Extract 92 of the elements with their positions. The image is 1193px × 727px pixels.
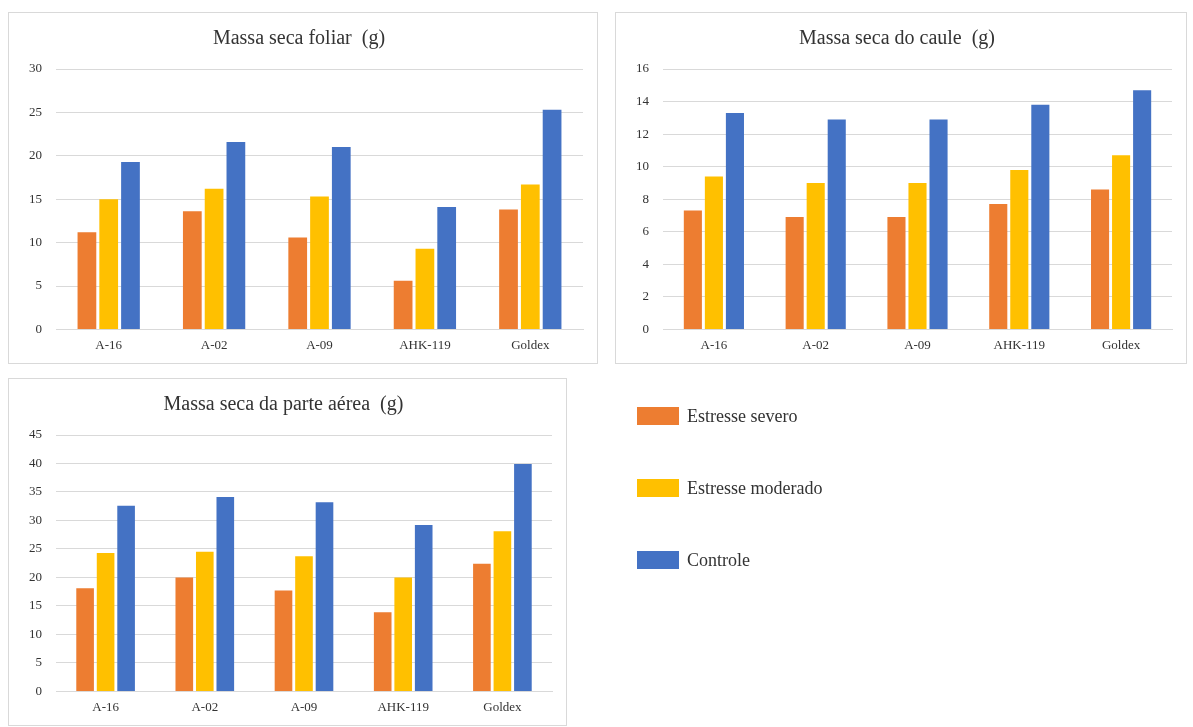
x-tick-label: A-09 — [290, 698, 318, 714]
bar — [1091, 189, 1110, 329]
bar — [415, 248, 435, 329]
y-tick-label: 30 — [29, 511, 42, 527]
y-tick-label: 16 — [636, 60, 650, 76]
y-tick-label: 5 — [35, 654, 42, 670]
bar — [437, 207, 457, 329]
bar — [520, 184, 540, 329]
y-tick-label: 8 — [642, 190, 649, 206]
y-tick-label: 12 — [636, 125, 649, 141]
x-tick-label: Goldex — [1101, 336, 1141, 352]
bar — [1031, 104, 1050, 329]
chart-title: Massa seca da parte aérea (g) — [163, 392, 404, 416]
bar — [99, 199, 119, 329]
bar — [288, 237, 308, 329]
bar — [216, 497, 235, 691]
y-tick-label: 5 — [35, 277, 42, 293]
y-tick-label: 4 — [642, 255, 650, 271]
bar — [121, 161, 140, 329]
legend-label: Controle — [687, 549, 750, 571]
bar — [315, 502, 334, 691]
bar — [204, 188, 224, 329]
bar — [1112, 155, 1131, 329]
x-tick-label: A-16 — [700, 336, 728, 352]
bar — [274, 590, 293, 691]
bar — [226, 141, 246, 329]
y-tick-label: 10 — [29, 234, 42, 250]
y-tick-label: 20 — [29, 147, 42, 163]
bar — [908, 182, 927, 329]
x-tick-label: A-02 — [802, 336, 830, 352]
y-tick-label: 25 — [29, 103, 42, 119]
bar — [414, 525, 433, 691]
bar — [1010, 169, 1029, 329]
bar — [295, 556, 313, 691]
bar — [195, 551, 214, 691]
bar — [473, 563, 491, 691]
y-tick-label: 0 — [642, 320, 649, 336]
chart-title: Massa seca foliar (g) — [212, 26, 386, 50]
x-tick-label: Goldex — [511, 336, 550, 352]
bar — [725, 112, 744, 329]
y-tick-label: 20 — [29, 568, 42, 584]
x-tick-label: A-02 — [200, 336, 228, 352]
bar — [310, 196, 329, 329]
bar — [499, 209, 518, 329]
y-tick-label: 15 — [29, 190, 42, 206]
y-tick-label: 0 — [35, 320, 42, 336]
bar — [76, 588, 94, 691]
y-tick-label: 14 — [636, 92, 650, 108]
bar — [393, 280, 413, 329]
x-tick-label: A-09 — [306, 336, 333, 352]
x-tick-label: A-09 — [904, 336, 931, 352]
y-tick-label: 10 — [636, 158, 649, 174]
x-tick-label: A-16 — [92, 698, 120, 714]
bar — [704, 176, 723, 329]
x-tick-label: AHK-119 — [399, 336, 451, 352]
y-tick-label: 45 — [29, 426, 42, 442]
legend-label: Estresse moderado — [687, 477, 823, 499]
y-tick-label: 30 — [29, 60, 42, 76]
legend-label: Estresse severo — [687, 405, 798, 427]
y-tick-label: 25 — [29, 540, 42, 556]
bar — [331, 147, 351, 329]
y-tick-label: 0 — [35, 682, 42, 698]
bar — [989, 204, 1008, 329]
bar — [96, 552, 115, 691]
bar — [887, 217, 906, 329]
x-tick-label: AHK-119 — [993, 336, 1046, 352]
y-tick-label: 35 — [29, 483, 42, 499]
bar — [1133, 90, 1152, 329]
bar — [542, 109, 562, 329]
bar — [827, 119, 846, 329]
bar — [785, 217, 804, 329]
x-tick-label: Goldex — [483, 698, 523, 714]
y-tick-label: 40 — [29, 454, 42, 470]
bar — [806, 182, 825, 329]
bar — [514, 464, 532, 691]
bar — [394, 577, 413, 691]
x-tick-label: AHK-119 — [377, 698, 429, 714]
chart-title: Massa seca do caule (g) — [798, 26, 996, 50]
y-tick-label: 10 — [29, 625, 42, 641]
y-tick-label: 6 — [642, 223, 650, 239]
bar — [373, 612, 392, 691]
bar — [929, 119, 948, 329]
x-tick-label: A-02 — [191, 698, 219, 714]
bar — [117, 505, 135, 691]
y-tick-label: 15 — [29, 597, 42, 613]
bar — [175, 577, 194, 691]
bar — [77, 232, 97, 329]
x-tick-label: A-16 — [95, 336, 123, 352]
bar — [683, 210, 702, 329]
y-tick-label: 2 — [642, 288, 649, 304]
bar — [493, 531, 512, 691]
bar — [182, 211, 202, 329]
